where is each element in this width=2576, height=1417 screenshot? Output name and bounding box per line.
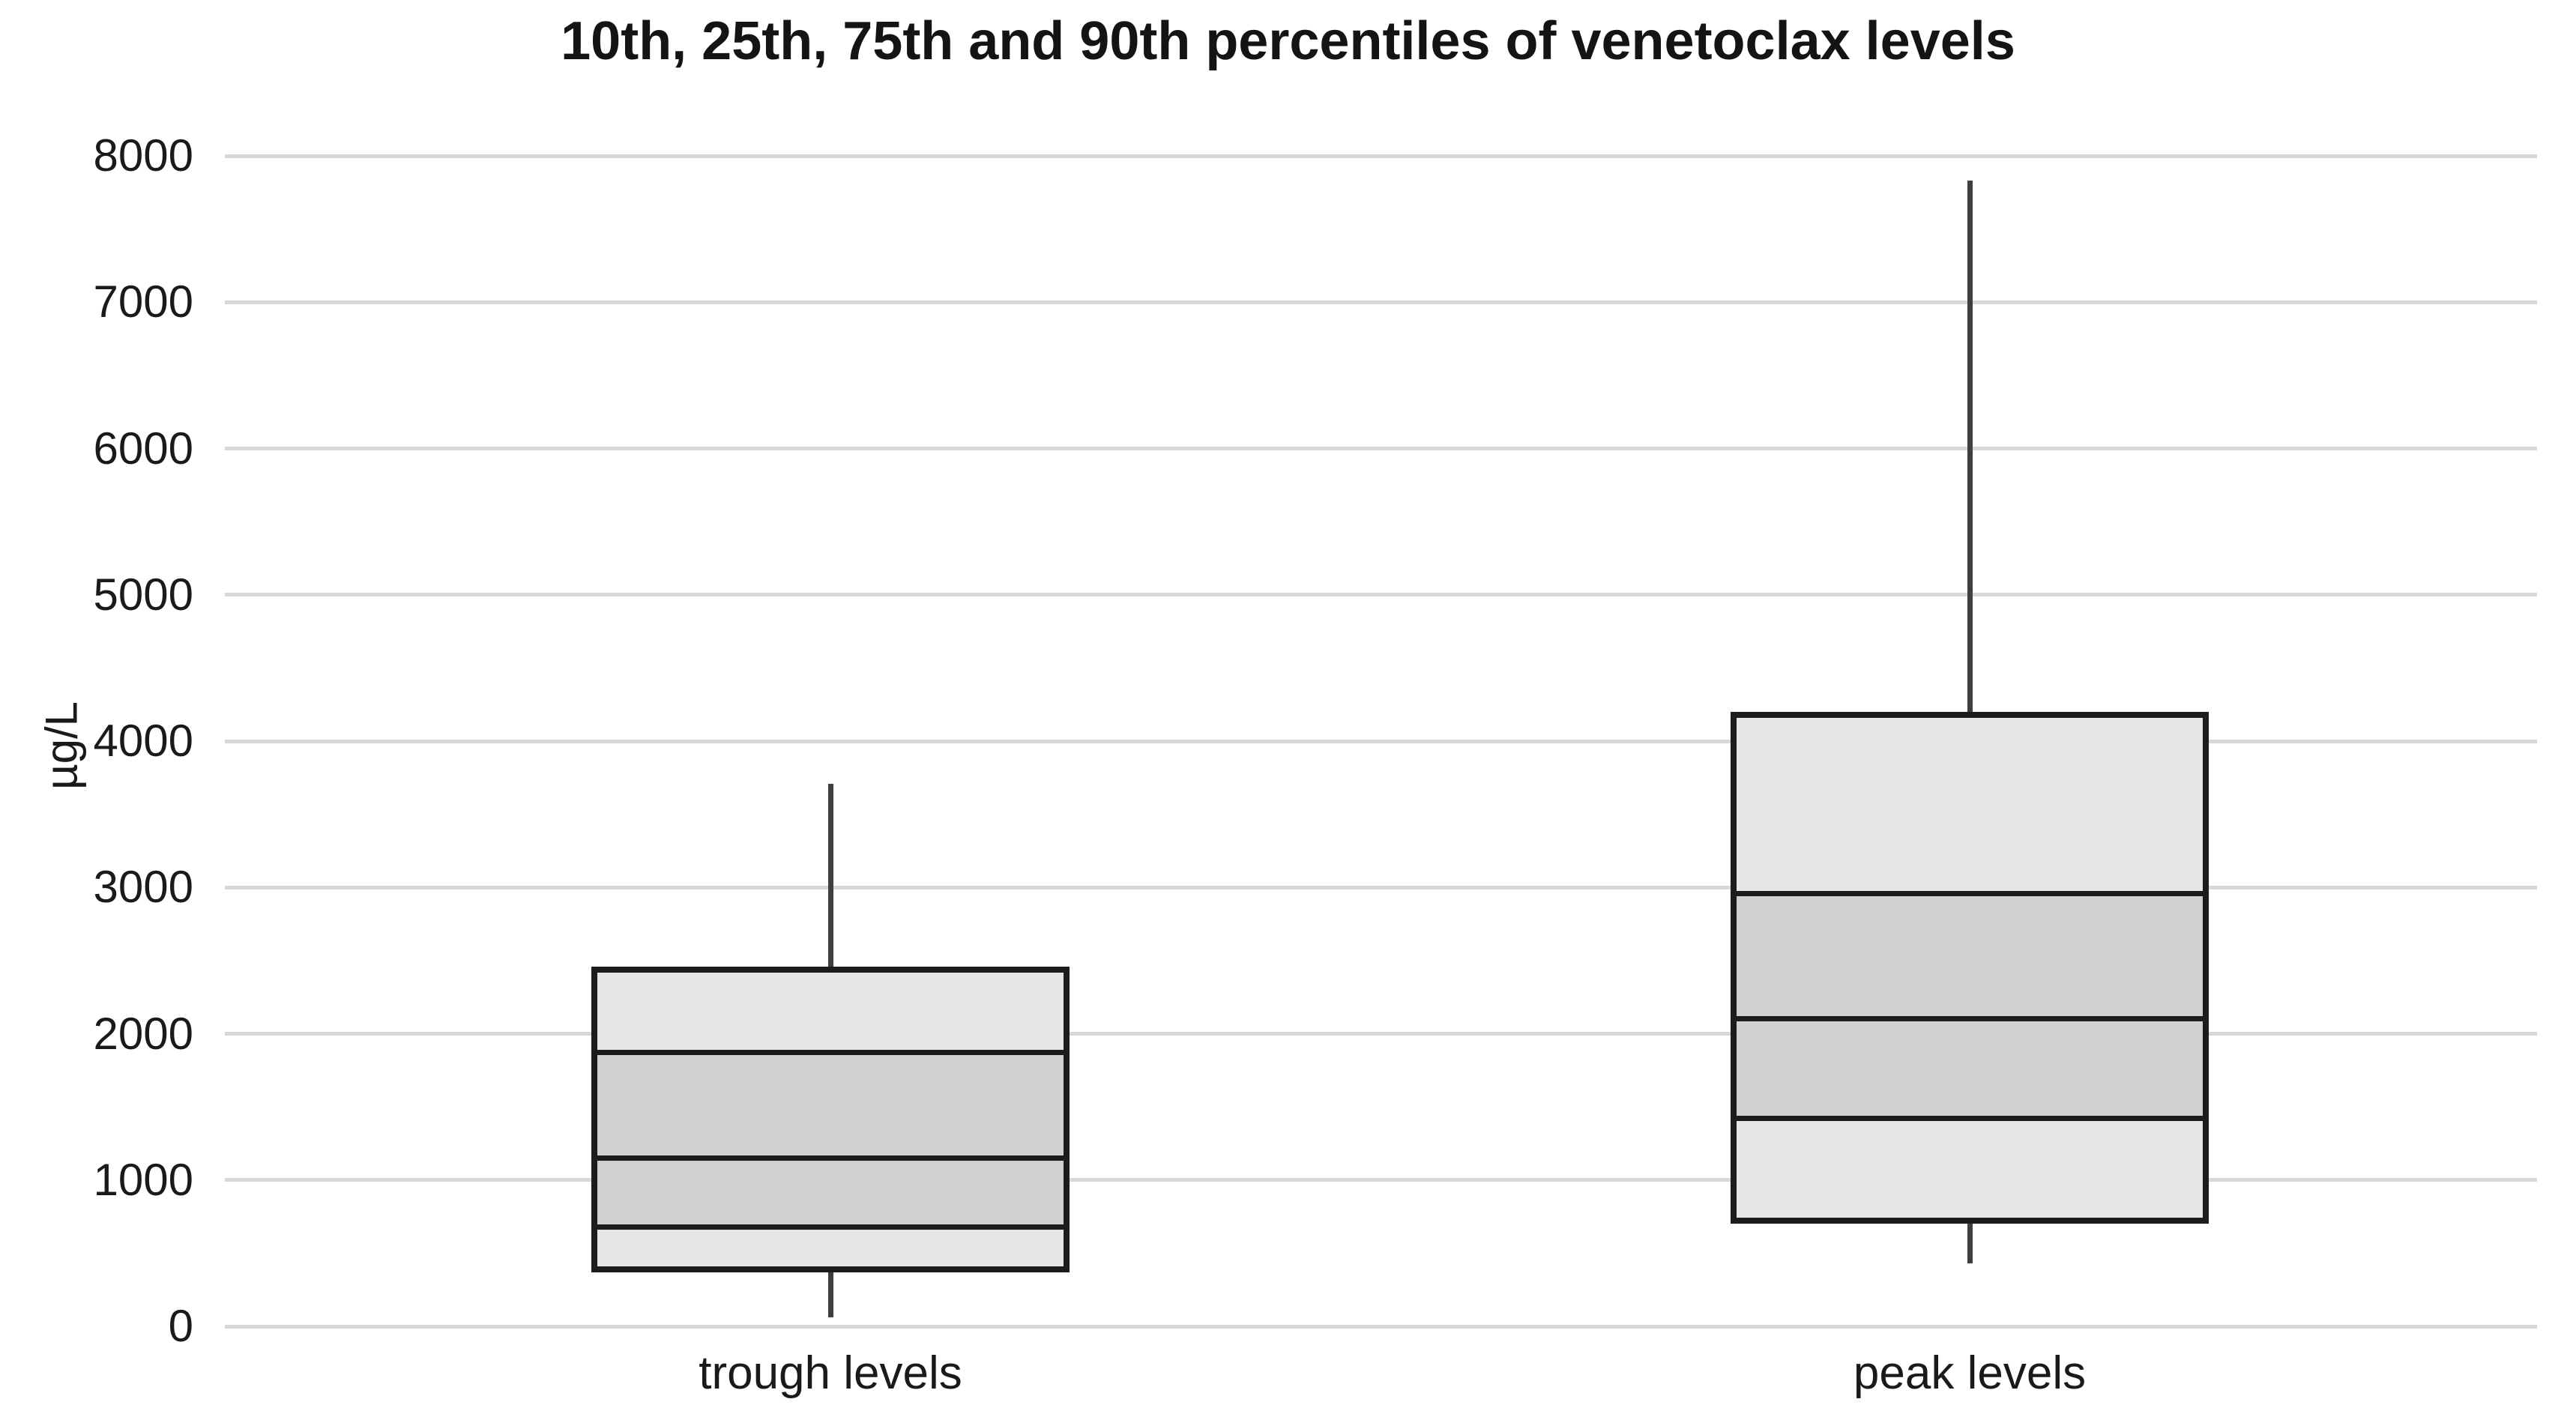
box-band-trough-levels: [594, 969, 1067, 1053]
box-band-trough-levels: [594, 1227, 1067, 1269]
box-band-peak-levels: [1734, 1018, 2206, 1119]
p75-line-trough-levels: [594, 1050, 1067, 1056]
gridline: [225, 739, 2537, 743]
gridline: [225, 447, 2537, 450]
y-tick-label: 7000: [93, 277, 193, 327]
y-tick-label: 0: [168, 1301, 193, 1351]
y-tick-label: 8000: [93, 130, 193, 181]
median-line-peak-levels: [1734, 1016, 2206, 1022]
box-band-peak-levels: [1734, 893, 2206, 1019]
p25-line-peak-levels: [1734, 1116, 2206, 1122]
category-label-peak-levels: peak levels: [1853, 1347, 2087, 1399]
whisker-top-peak-levels: [1967, 181, 1973, 715]
gridline: [225, 1324, 2537, 1329]
gridline: [225, 300, 2537, 304]
gridline: [225, 885, 2537, 889]
gridline: [225, 1032, 2537, 1036]
y-tick-label: 5000: [93, 569, 193, 620]
p75-line-peak-levels: [1734, 890, 2206, 896]
box-band-peak-levels: [1734, 1118, 2206, 1221]
chart-title: 10th, 25th, 75th and 90th percentiles of…: [561, 11, 2015, 71]
y-tick-label: 6000: [93, 423, 193, 474]
y-tick-label: 4000: [93, 716, 193, 766]
gridline: [225, 593, 2537, 597]
p25-line-trough-levels: [594, 1224, 1067, 1230]
box-band-peak-levels: [1734, 714, 2206, 894]
gridline: [225, 154, 2537, 158]
whisker-bottom-peak-levels: [1967, 1221, 1973, 1264]
y-tick-label: 3000: [93, 862, 193, 913]
box-trough-levels: [591, 966, 1070, 1272]
category-label-trough-levels: trough levels: [699, 1347, 962, 1399]
median-line-trough-levels: [594, 1155, 1067, 1161]
y-tick-label: 2000: [93, 1008, 193, 1059]
box-band-trough-levels: [594, 1158, 1067, 1227]
box-band-trough-levels: [594, 1052, 1067, 1158]
box-peak-levels: [1731, 711, 2209, 1224]
whisker-bottom-trough-levels: [827, 1269, 833, 1318]
whisker-top-trough-levels: [827, 783, 833, 970]
gridline: [225, 1178, 2537, 1182]
y-tick-label: 1000: [93, 1154, 193, 1205]
